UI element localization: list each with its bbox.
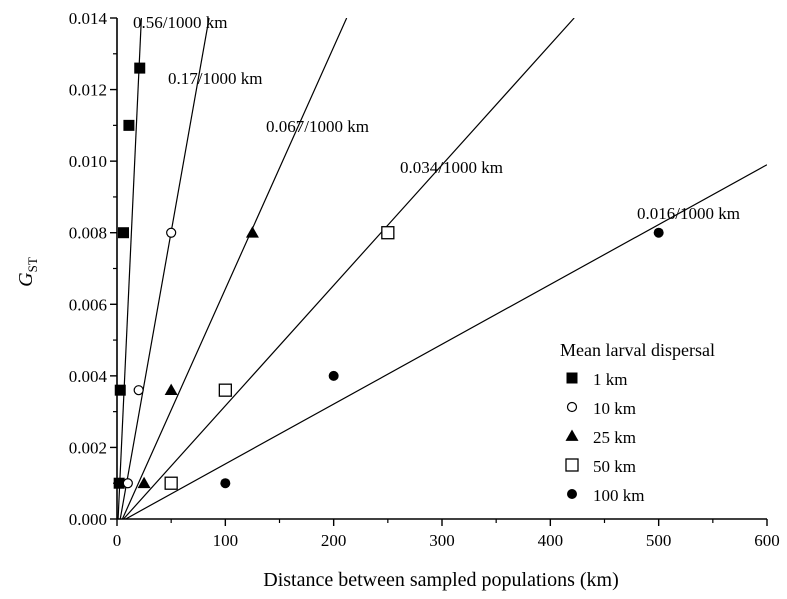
data-point xyxy=(328,370,339,381)
y-tick-label: 0.010 xyxy=(69,152,107,171)
y-axis-title-subscript: ST xyxy=(25,257,40,272)
fit-line-label: 0.016/1000 km xyxy=(637,204,740,223)
x-tick-label: 300 xyxy=(429,531,455,550)
y-tick-label: 0.002 xyxy=(69,438,107,457)
legend-marker xyxy=(566,372,578,384)
data-point xyxy=(134,62,146,74)
data-point xyxy=(381,226,395,240)
legend-label: 50 km xyxy=(593,457,636,476)
x-tick-label: 0 xyxy=(113,531,122,550)
y-tick-label: 0.004 xyxy=(69,367,108,386)
fit-line-label: 0.067/1000 km xyxy=(266,117,369,136)
data-markers xyxy=(113,62,664,490)
data-point xyxy=(133,385,144,396)
fit-line xyxy=(119,18,210,519)
x-tick-label: 100 xyxy=(213,531,239,550)
data-point xyxy=(114,384,126,396)
data-point xyxy=(137,476,151,489)
legend-label: 1 km xyxy=(593,370,627,389)
y-tick-label: 0.014 xyxy=(69,9,108,28)
x-tick-label: 600 xyxy=(754,531,780,550)
y-tick-label: 0.012 xyxy=(69,81,107,100)
legend-label: 25 km xyxy=(593,428,636,447)
y-tick-label: 0.008 xyxy=(69,224,107,243)
data-point xyxy=(166,227,177,238)
y-axis-title-symbol: G xyxy=(15,272,37,287)
fit-line xyxy=(123,18,575,519)
fit-line-label: 0.034/1000 km xyxy=(400,158,503,177)
data-point xyxy=(122,478,133,489)
data-point xyxy=(164,476,178,490)
fit-line xyxy=(125,164,767,519)
legend: Mean larval dispersal 1 km 10 km 25 km 50 k… xyxy=(560,340,715,505)
legend-marker xyxy=(565,458,579,472)
y-tick-label: 0.006 xyxy=(69,295,107,314)
x-axis-title: Distance between sampled populations (km… xyxy=(263,569,618,591)
fit-line-label: 0.17/1000 km xyxy=(168,69,262,88)
x-tick-label: 400 xyxy=(538,531,564,550)
data-point xyxy=(118,227,129,239)
legend-label: 10 km xyxy=(593,399,636,418)
fit-line xyxy=(121,18,348,519)
legend-title: Mean larval dispersal xyxy=(560,340,715,360)
y-axis-title: GST xyxy=(15,257,40,287)
y-tick-label: 0.000 xyxy=(69,510,107,529)
legend-marker xyxy=(567,489,577,499)
x-tick-label: 500 xyxy=(646,531,672,550)
x-tick-label: 200 xyxy=(321,531,347,550)
fit-line-label: 0.56/1000 km xyxy=(133,13,227,32)
data-point xyxy=(164,383,178,396)
axes: 0 100 200 300 400 500 600 0.000 0.002 0.004 0.006 0… xyxy=(69,9,780,550)
data-point xyxy=(220,478,231,489)
legend-marker xyxy=(565,429,579,441)
legend-marker xyxy=(566,401,578,413)
data-point xyxy=(218,383,232,397)
legend-label: 100 km xyxy=(593,486,644,505)
data-point xyxy=(245,226,259,238)
data-point xyxy=(653,227,664,238)
data-point xyxy=(113,477,125,489)
fit-lines: 0.56/1000 km 0.17/1000 km 0.067/1000 km 0.0… xyxy=(117,13,767,519)
data-point xyxy=(123,119,135,131)
fit-line xyxy=(117,18,142,519)
